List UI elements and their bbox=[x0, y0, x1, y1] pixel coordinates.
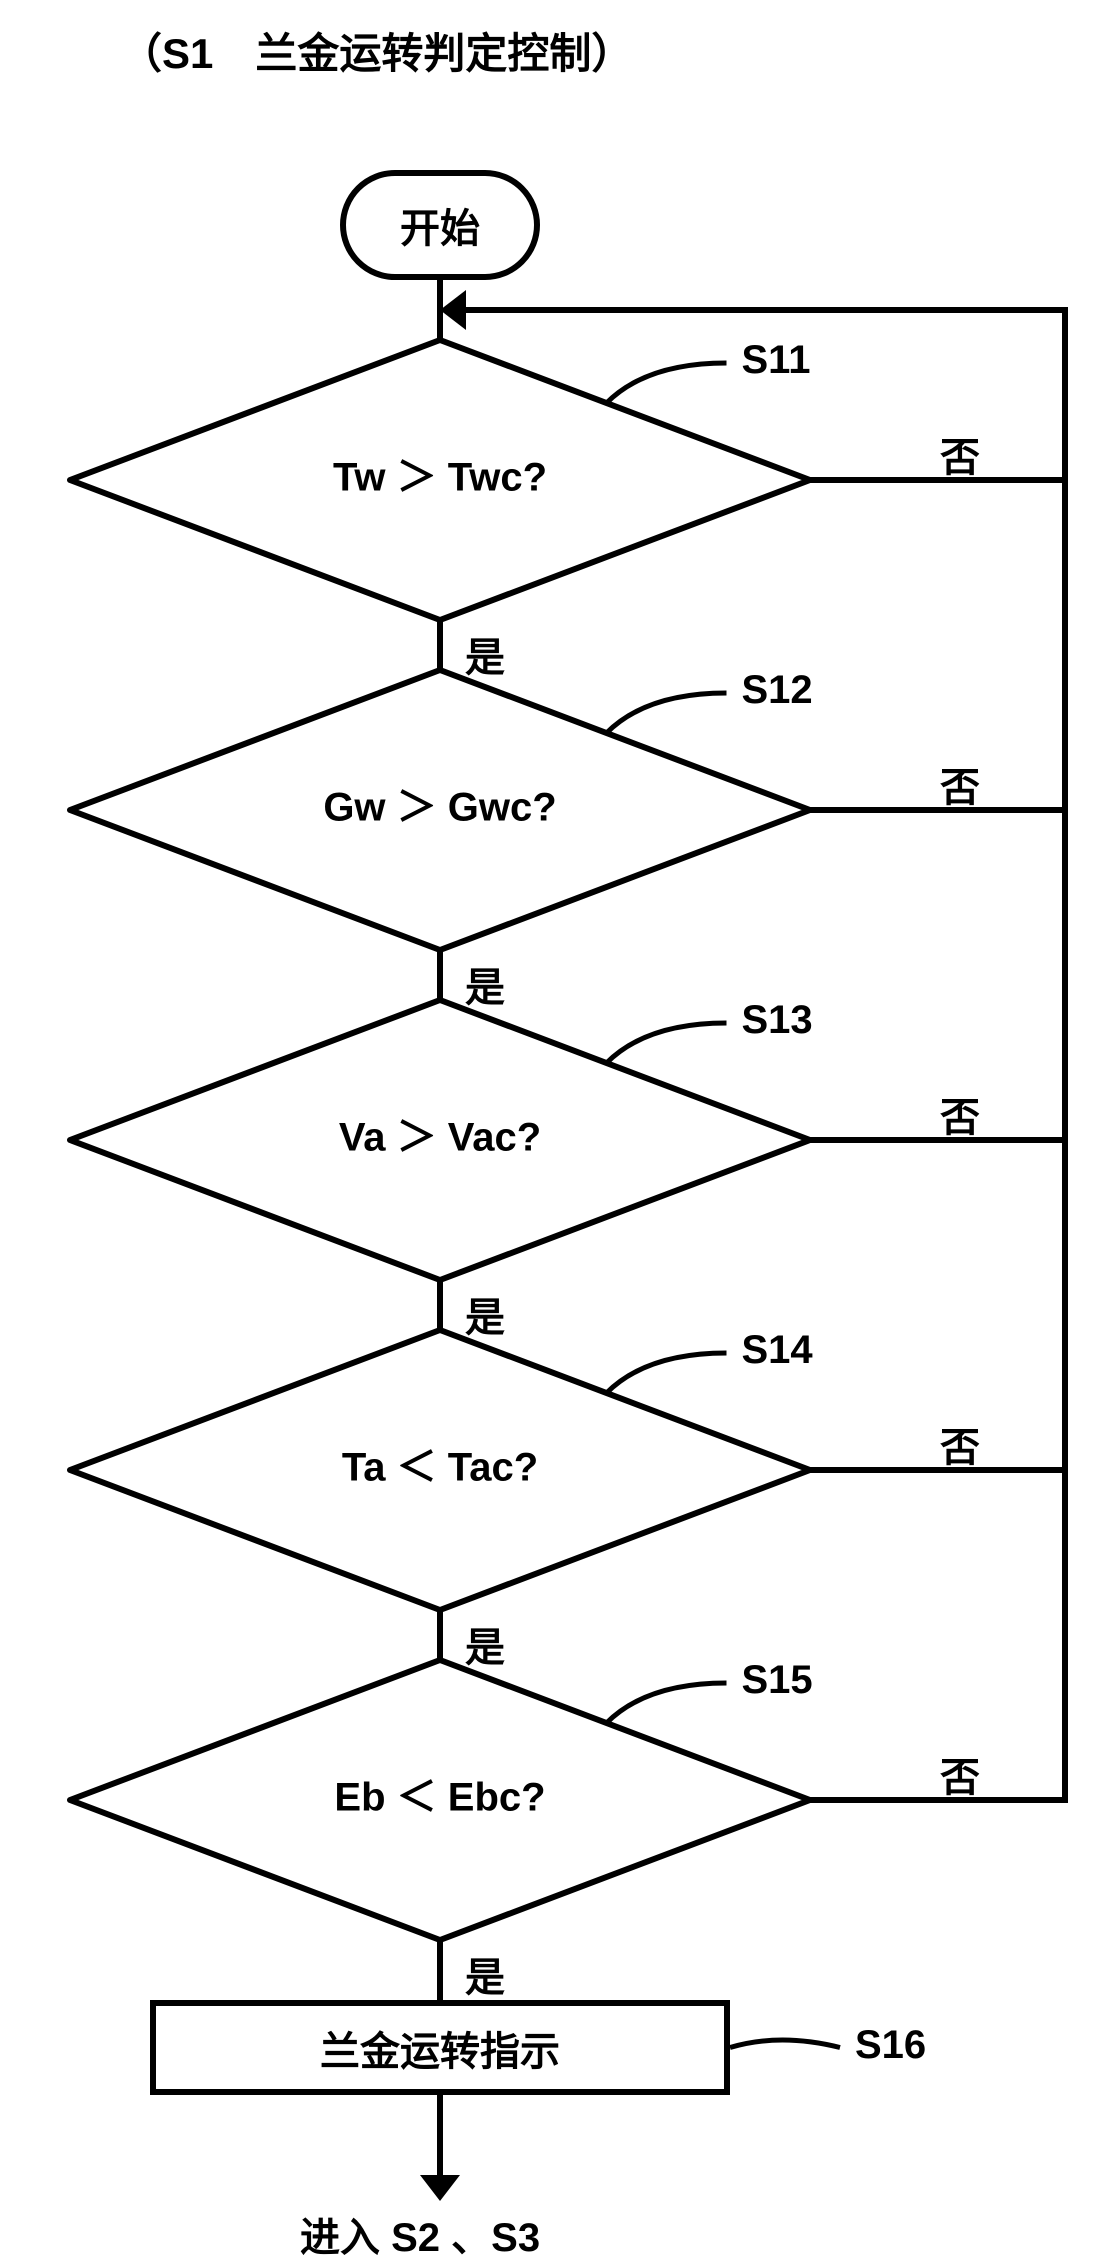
step-label-S15: S15 bbox=[742, 1658, 813, 1703]
no-label-S15: 否 bbox=[940, 1745, 980, 1803]
exit-label: 进入 S2 、S3 bbox=[300, 2205, 540, 2263]
step-label-S11: S11 bbox=[742, 338, 811, 383]
start-node: 开始 bbox=[340, 170, 540, 280]
no-label-S11: 否 bbox=[940, 425, 980, 483]
no-label-S12: 否 bbox=[940, 755, 980, 813]
step-label-S16: S16 bbox=[855, 2023, 926, 2068]
process-node: 兰金运转指示 bbox=[150, 2000, 730, 2095]
start-label: 开始 bbox=[400, 196, 480, 254]
step-label-S14: S14 bbox=[742, 1328, 813, 1373]
no-label-S14: 否 bbox=[940, 1415, 980, 1473]
yes-label-S13: 是 bbox=[465, 1285, 505, 1343]
svg-text:Ta ＜ Tac?: Ta ＜ Tac? bbox=[342, 1446, 538, 1490]
process-label: 兰金运转指示 bbox=[320, 2019, 560, 2077]
yes-label-S14: 是 bbox=[465, 1615, 505, 1673]
svg-text:Gw ＞ Gwc?: Gw ＞ Gwc? bbox=[323, 786, 556, 830]
step-label-S12: S12 bbox=[742, 668, 813, 713]
svg-text:Va ＞ Vac?: Va ＞ Vac? bbox=[339, 1116, 541, 1160]
yes-label-S11: 是 bbox=[465, 625, 505, 683]
yes-label-S12: 是 bbox=[465, 955, 505, 1013]
svg-text:Tw ＞ Twc?: Tw ＞ Twc? bbox=[333, 456, 547, 500]
svg-text:Eb ＜ Ebc?: Eb ＜ Ebc? bbox=[334, 1776, 545, 1820]
yes-label-S15: 是 bbox=[465, 1945, 505, 2003]
no-label-S13: 否 bbox=[940, 1085, 980, 1143]
flowchart-canvas: （S1 兰金运转判定控制） Tw ＞ Twc?Gw ＞ Gwc?Va ＞ Vac… bbox=[0, 0, 1118, 2239]
step-label-S13: S13 bbox=[742, 998, 813, 1043]
